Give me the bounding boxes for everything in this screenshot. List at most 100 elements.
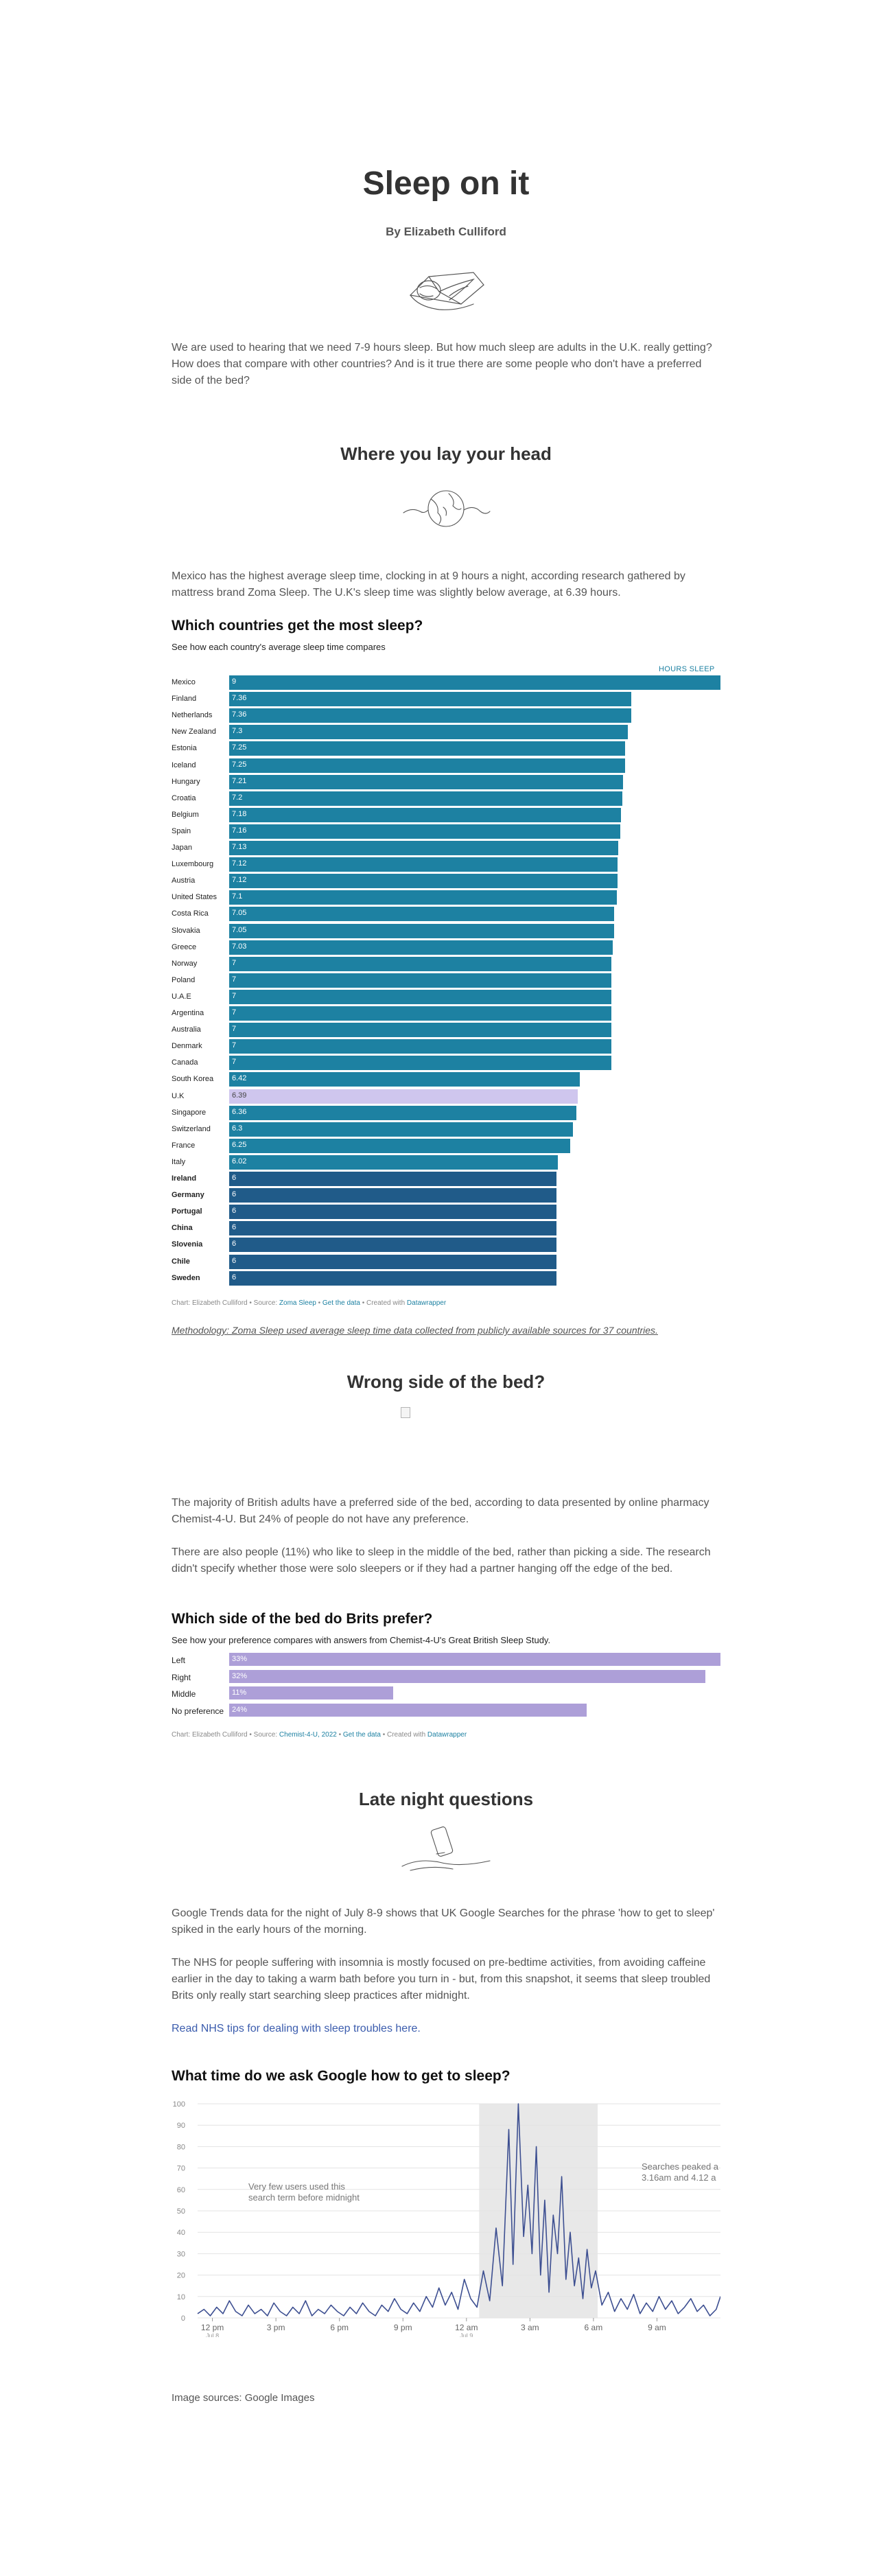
country-bar: 6: [229, 1221, 557, 1236]
section3-paragraph-1: Google Trends data for the night of July…: [172, 1907, 715, 1936]
country-label: France: [172, 1141, 196, 1150]
country-label: Sweden: [172, 1273, 200, 1282]
country-label: Austria: [172, 877, 196, 885]
image-sources-note: Image sources: Google Images: [172, 2392, 315, 2404]
country-label: Canada: [172, 1058, 198, 1067]
country-bar: 7.36: [229, 708, 631, 723]
x-tick-label: 3 pm: [267, 2323, 285, 2332]
section2-paragraph-2: There are also people (11%) who like to …: [172, 1546, 711, 1575]
country-label: China: [172, 1224, 193, 1233]
country-bar: 6: [229, 1254, 557, 1269]
bar-value-label: 7: [232, 958, 237, 967]
section3-paragraph-2: The NHS for people suffering with insomn…: [172, 1957, 711, 2001]
country-bar: 7.3: [229, 725, 628, 740]
country-bar: 7: [229, 1056, 611, 1071]
country-label: Australia: [172, 1025, 201, 1034]
country-label: Mexico: [172, 678, 196, 686]
phone-icon: [401, 1826, 491, 1871]
preference-bar: 11%: [229, 1686, 393, 1699]
bar-value-label: 7.3: [232, 727, 243, 736]
bar-value-label: 24%: [232, 1705, 248, 1714]
country-bar: 6: [229, 1270, 557, 1286]
y-tick-label: 20: [177, 2272, 185, 2280]
country-label: Italy: [172, 1157, 186, 1166]
country-bar: 7.05: [229, 907, 614, 922]
globe-icon: [403, 490, 491, 527]
bar-value-label: 7.13: [232, 843, 247, 851]
country-label: Iceland: [172, 761, 196, 769]
chart2-source-link[interactable]: Chemist-4-U, 2022: [279, 1731, 337, 1739]
preference-bar: 24%: [229, 1703, 587, 1717]
annotation-right-line-2: 3.16am and 4.12 a: [642, 2172, 716, 2183]
bar-value-label: 7: [232, 1008, 237, 1017]
preference-label: No preference: [172, 1706, 224, 1716]
country-bar: 6.02: [229, 1154, 558, 1170]
sleeping-person-icon: [409, 272, 484, 310]
country-label: Netherlands: [172, 711, 213, 720]
x-tick-sublabel: Jul 9: [460, 2332, 473, 2337]
y-tick-label: 60: [177, 2186, 185, 2194]
bar-value-label: 6.3: [232, 1124, 243, 1133]
country-bar: 7.18: [229, 807, 622, 822]
nhs-tips-link[interactable]: Read NHS tips for dealing with sleep tro…: [172, 2023, 421, 2034]
country-label: Germany: [172, 1191, 204, 1200]
bar-value-label: 6.36: [232, 1107, 247, 1116]
chart1-get-data-link[interactable]: Get the data: [322, 1299, 360, 1307]
country-label: New Zealand: [172, 728, 216, 736]
preference-label: Right: [172, 1672, 191, 1682]
chart2-datawrapper-link[interactable]: Datawrapper: [427, 1731, 467, 1739]
bar-value-label: 6.25: [232, 1140, 247, 1149]
y-tick-label: 90: [177, 2122, 185, 2130]
y-tick-label: 0: [181, 2314, 185, 2323]
bar-value-label: 7.21: [232, 776, 247, 785]
country-label: Japan: [172, 844, 192, 852]
country-bar: 6.42: [229, 1072, 580, 1087]
country-bar: 6.3: [229, 1122, 574, 1137]
country-label: Portugal: [172, 1207, 202, 1216]
country-label: Chile: [172, 1257, 190, 1266]
country-label: U.K: [172, 1091, 185, 1100]
preference-bar: 32%: [229, 1669, 706, 1683]
bar-value-label: 7.25: [232, 760, 247, 769]
search-interest-line: [197, 2103, 721, 2317]
country-label: Slovakia: [172, 926, 200, 935]
broken-image-icon: [401, 1407, 410, 1418]
bar-value-label: 32%: [232, 1671, 248, 1680]
country-label: U.A.E: [172, 992, 191, 1001]
chart1-source-link[interactable]: Zoma Sleep: [279, 1299, 316, 1307]
country-label: Greece: [172, 942, 197, 951]
bar-value-label: 7: [232, 1025, 237, 1034]
bar-value-label: 7.03: [232, 942, 247, 951]
annotation-left-line-1: Very few users used this: [248, 2181, 345, 2192]
x-tick-label: 6 pm: [330, 2323, 349, 2332]
bar-value-label: 6: [232, 1223, 237, 1232]
bar-value-label: 7.36: [232, 710, 247, 719]
country-bar: 7: [229, 989, 611, 1004]
sleeping-person-illustration: [0, 264, 892, 319]
chart1-datawrapper-link[interactable]: Datawrapper: [406, 1299, 447, 1307]
section-heading-where-you-lay-your-head: Where you lay your head: [340, 443, 552, 464]
bar-value-label: 33%: [232, 1655, 248, 1663]
country-label: Hungary: [172, 777, 200, 786]
country-bar: 7.12: [229, 857, 618, 872]
section-heading-wrong-side-of-the-bed: Wrong side of the bed?: [347, 1371, 545, 1392]
bar-value-label: 6: [232, 1207, 237, 1216]
phone-illustration: [0, 1822, 892, 1877]
bar-value-label: 7.12: [232, 876, 247, 885]
bar-value-label: 6: [232, 1273, 237, 1281]
country-label: Costa Rica: [172, 909, 209, 918]
bar-value-label: 9: [232, 677, 237, 686]
chart1-footer-prefix: Chart: Elizabeth Culliford • Source:: [172, 1299, 279, 1307]
y-tick-label: 100: [173, 2100, 185, 2109]
country-bar: 7: [229, 1039, 611, 1054]
country-bar: 6.25: [229, 1138, 571, 1153]
country-bar: 7.13: [229, 841, 619, 855]
chart1-subtitle: See how each country's average sleep tim…: [172, 642, 386, 652]
x-tick-label: 12 pm: [201, 2323, 224, 2332]
country-bar: 7: [229, 1023, 611, 1038]
x-tick-sublabel: Jul 8: [206, 2332, 219, 2337]
preference-label: Left: [172, 1656, 186, 1665]
chart2-get-data-link[interactable]: Get the data: [342, 1731, 381, 1739]
